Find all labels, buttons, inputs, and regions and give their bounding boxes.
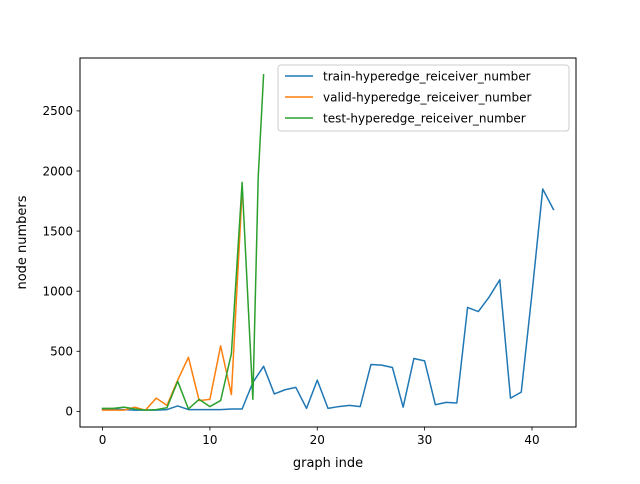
x-tick-label: 30 — [417, 433, 432, 447]
y-tick-label: 1000 — [42, 284, 73, 298]
series-line-1 — [101, 190, 243, 411]
legend: train-hyperedge_reiceiver_number valid-hy… — [277, 64, 570, 132]
series-line-2 — [101, 74, 265, 411]
axes-frame — [79, 57, 577, 428]
plot-layer — [101, 74, 555, 411]
y-tick-label: 500 — [50, 345, 73, 359]
x-tick-label: 10 — [202, 433, 217, 447]
legend-frame — [277, 64, 570, 132]
x-tick-label: 40 — [524, 433, 539, 447]
y-axis-label: node numbers — [15, 195, 30, 289]
ticks-layer: 0 10 20 30 40 0 500 1000 1500 2000 2500 — [42, 104, 539, 447]
series-line-0 — [101, 188, 555, 411]
y-tick-label: 2500 — [42, 104, 73, 118]
y-tick-label: 0 — [65, 405, 73, 419]
legend-label-1: valid-hyperedge_reiceiver_number — [323, 91, 531, 105]
legend-label-0: train-hyperedge_reiceiver_number — [323, 70, 531, 84]
y-tick-label: 2000 — [42, 164, 73, 178]
y-tick-label: 1500 — [42, 224, 73, 238]
legend-label-2: test-hyperedge_reiceiver_number — [323, 112, 526, 126]
x-tick-label: 0 — [99, 433, 107, 447]
x-axis-label: graph inde — [293, 456, 363, 471]
x-tick-label: 20 — [310, 433, 325, 447]
